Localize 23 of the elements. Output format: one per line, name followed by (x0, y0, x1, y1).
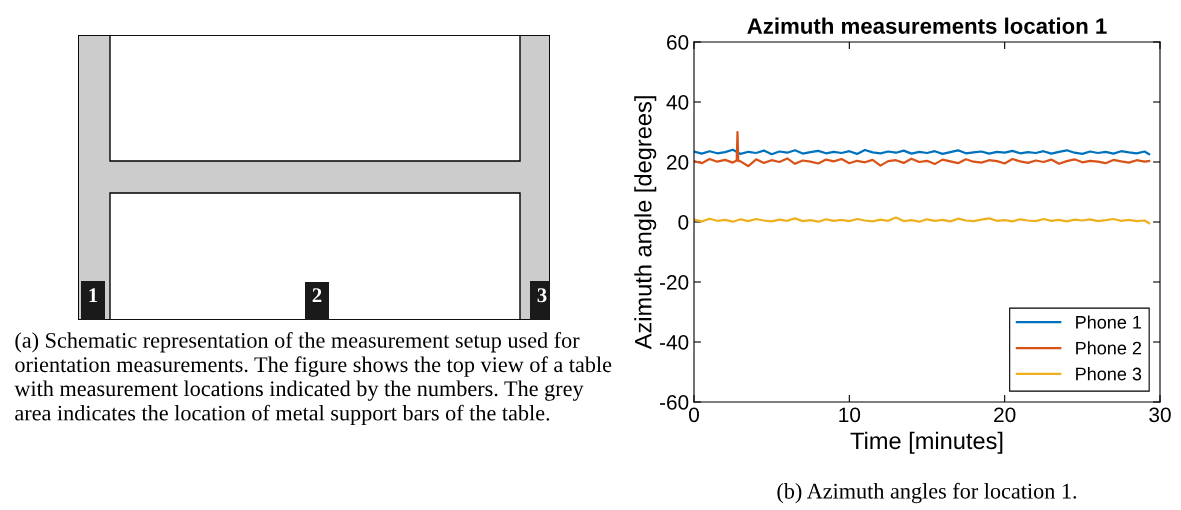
legend-label: Phone 3 (1076, 367, 1142, 381)
line-series (694, 130, 1151, 168)
text: (b) Azimuth angles for location 1. (777, 482, 1077, 504)
text: (a) Schematic representation of the measurement setup used for orientation measurements. The figure shows the top view of a table with measurement locations indicated by the numbers. The grey area indicates the location of metal support bars of the table. (14, 332, 612, 426)
x-tick-label: 30 (1149, 407, 1171, 423)
text: 2 (312, 288, 322, 303)
legend-label: Phone 1 (1076, 315, 1142, 329)
y-tick-label: -20 (659, 275, 689, 290)
y-tick-label: 60 (667, 35, 689, 50)
y-tick-label: 0 (678, 215, 689, 230)
text: 1 (89, 288, 98, 303)
text: 3 (537, 288, 547, 303)
x-axis-title: Time [minutes] (850, 431, 1003, 454)
x-tick-label: 20 (994, 407, 1016, 423)
chart-title: Azimuth measurements location 1 (747, 17, 1107, 34)
y-tick-label: -60 (659, 395, 689, 410)
legend-label: Phone 2 (1076, 341, 1142, 355)
y-tick-label: 40 (666, 95, 689, 110)
y-tick-label: -40 (659, 335, 689, 350)
y-tick-label: 20 (667, 155, 689, 170)
x-tick-label: 0 (689, 407, 699, 423)
x-tick-label: 10 (839, 407, 861, 423)
y-axis-title: Azimuth angle [degrees] (634, 96, 657, 350)
